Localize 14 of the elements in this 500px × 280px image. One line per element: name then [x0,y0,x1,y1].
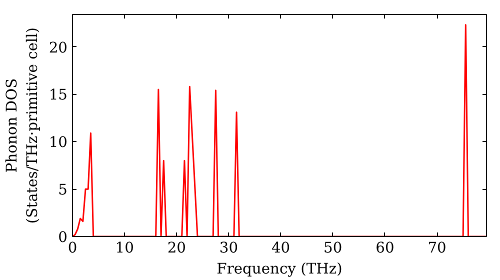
x-tick-label: 50 [324,240,342,256]
y-tick-label: 5 [58,182,68,199]
x-tick-label: 30 [219,240,238,256]
y-tick-label: 0 [58,229,68,246]
x-tick-label: 20 [167,240,186,256]
x-tick-label: 40 [271,240,290,256]
y-axis-title: Phonon DOS (States/THz·primitive cell) [3,27,41,224]
y-tick-label: 15 [48,86,68,104]
x-tick-label: 10 [115,240,134,256]
x-tick-label: 60 [376,240,394,256]
x-tick-label: 70 [428,240,446,256]
y-tick-label: 20 [48,39,68,56]
x-axis-title: Frequency (THz) [216,260,342,278]
y-tick-label: 10 [48,134,68,152]
